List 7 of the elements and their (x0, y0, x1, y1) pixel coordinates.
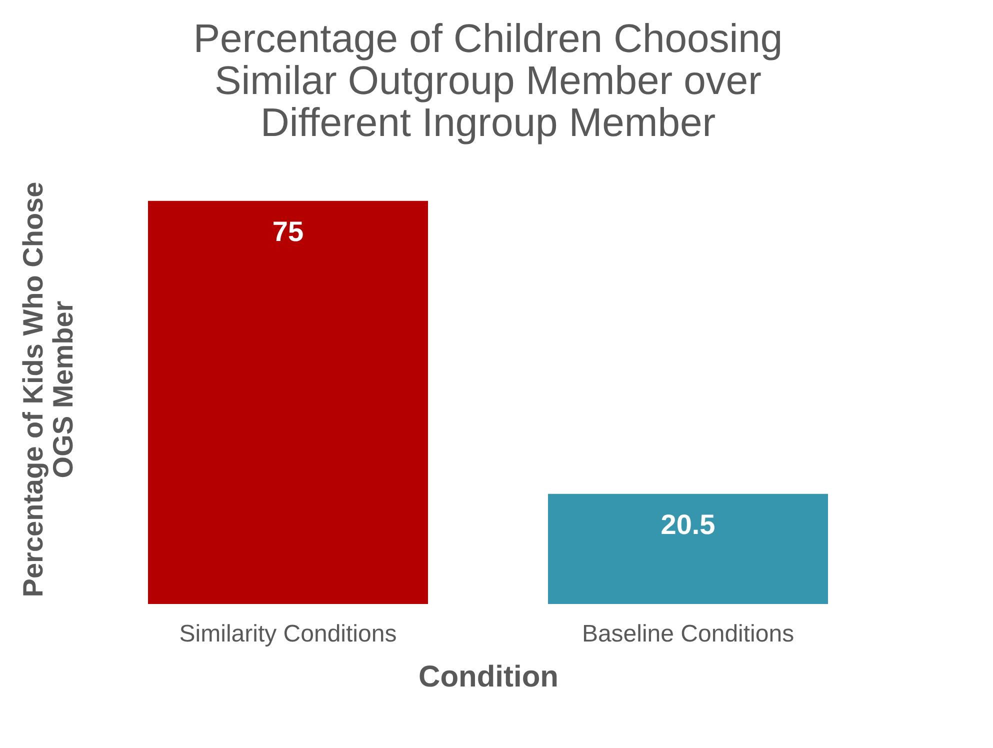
x-tick-label: Baseline Conditions (582, 620, 794, 648)
y-axis-title: Percentage of Kids Who Chose OGS Member (18, 182, 78, 598)
chart-title: Percentage of Children Choosing Similar Outgroup Member over Different Ingroup Member (193, 17, 783, 145)
x-tick-label: Similarity Conditions (179, 620, 397, 648)
x-axis-title: Condition (418, 660, 558, 694)
data-label: 20.5 (660, 508, 716, 540)
data-label: 75 (272, 216, 304, 247)
